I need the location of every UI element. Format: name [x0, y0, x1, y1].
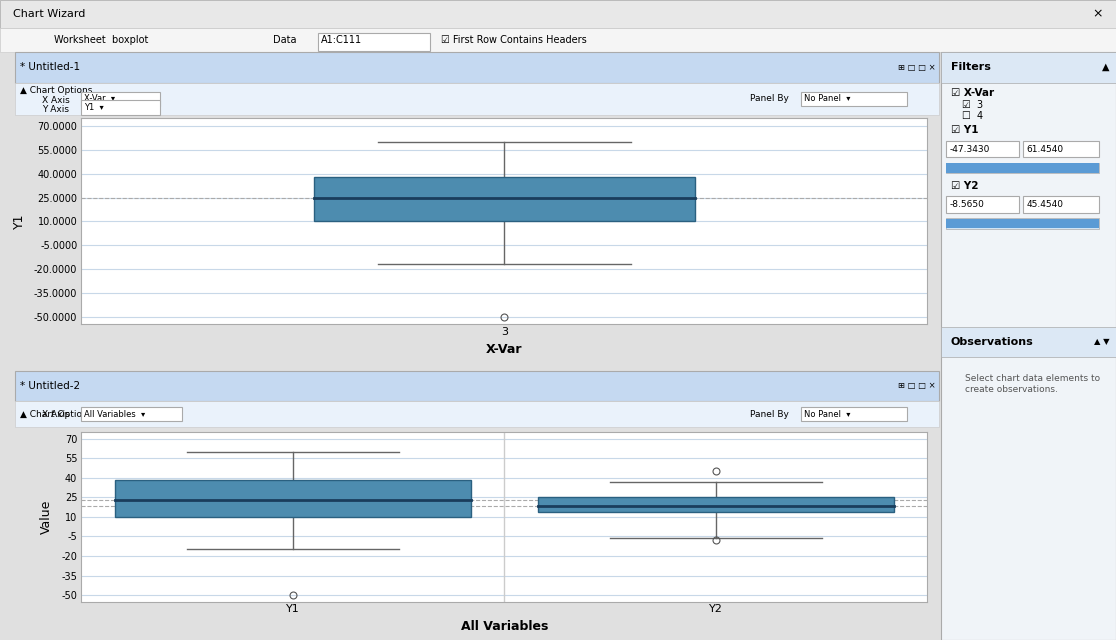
Text: ☑ First Row Contains Headers: ☑ First Row Contains Headers — [441, 35, 587, 45]
Y-axis label: Y1: Y1 — [12, 214, 26, 229]
FancyBboxPatch shape — [941, 52, 1116, 640]
Text: ☑ X-Var: ☑ X-Var — [951, 88, 994, 99]
Text: ☑ Y2: ☑ Y2 — [951, 180, 979, 191]
FancyBboxPatch shape — [81, 407, 182, 421]
Text: X Axis: X Axis — [42, 410, 70, 419]
FancyBboxPatch shape — [15, 83, 939, 115]
X-axis label: All Variables: All Variables — [461, 620, 548, 633]
Text: X-Var  ▾: X-Var ▾ — [84, 94, 115, 103]
Text: 61.4540: 61.4540 — [1027, 145, 1064, 154]
Text: All Variables  ▾: All Variables ▾ — [84, 410, 145, 419]
Text: ×: × — [1093, 8, 1103, 20]
FancyBboxPatch shape — [15, 371, 939, 401]
Text: ⊞ □ □ ×: ⊞ □ □ × — [897, 63, 935, 72]
Text: -47.3430: -47.3430 — [950, 145, 990, 154]
FancyBboxPatch shape — [946, 163, 1099, 173]
FancyBboxPatch shape — [946, 219, 1099, 228]
Text: ☑  3: ☑ 3 — [962, 100, 983, 110]
Y-axis label: Value: Value — [40, 500, 54, 534]
Text: Data: Data — [273, 35, 297, 45]
FancyBboxPatch shape — [946, 163, 1099, 173]
Text: ☑ Y1: ☑ Y1 — [951, 125, 979, 135]
Text: Select chart data elements to
create observations.: Select chart data elements to create obs… — [965, 374, 1100, 394]
Text: ☐  4: ☐ 4 — [962, 111, 983, 122]
FancyBboxPatch shape — [946, 196, 1019, 213]
FancyBboxPatch shape — [801, 407, 907, 421]
Text: Panel By: Panel By — [750, 94, 789, 103]
FancyBboxPatch shape — [946, 141, 1019, 157]
Text: A1:C111: A1:C111 — [321, 35, 363, 45]
FancyBboxPatch shape — [0, 28, 1116, 52]
FancyBboxPatch shape — [946, 218, 1099, 229]
Text: Chart Wizard: Chart Wizard — [13, 9, 86, 19]
FancyBboxPatch shape — [15, 401, 939, 427]
FancyBboxPatch shape — [941, 327, 1116, 357]
Text: ▲ Chart Options: ▲ Chart Options — [20, 410, 93, 419]
Bar — [538, 497, 894, 511]
Text: Y1  ▾: Y1 ▾ — [84, 103, 104, 112]
FancyBboxPatch shape — [0, 0, 1116, 28]
Text: 45.4540: 45.4540 — [1027, 200, 1064, 209]
FancyBboxPatch shape — [801, 92, 907, 106]
Text: ▲ ▼: ▲ ▼ — [1094, 337, 1109, 346]
Text: ▲: ▲ — [1101, 62, 1109, 72]
Bar — [314, 177, 695, 221]
FancyBboxPatch shape — [81, 100, 160, 115]
FancyBboxPatch shape — [15, 52, 939, 83]
Text: Worksheet  boxplot: Worksheet boxplot — [54, 35, 148, 45]
Text: No Panel  ▾: No Panel ▾ — [804, 94, 850, 103]
Text: X Axis: X Axis — [42, 96, 70, 105]
FancyBboxPatch shape — [81, 92, 160, 106]
FancyBboxPatch shape — [1023, 141, 1099, 157]
Text: ⊞ □ □ ×: ⊞ □ □ × — [897, 381, 935, 390]
Text: No Panel  ▾: No Panel ▾ — [804, 410, 850, 419]
Text: Y Axis: Y Axis — [42, 105, 69, 114]
Text: Filters: Filters — [951, 62, 991, 72]
Bar — [115, 480, 471, 517]
Text: * Untitled-2: * Untitled-2 — [20, 381, 80, 391]
X-axis label: X-Var: X-Var — [487, 343, 522, 356]
Text: * Untitled-1: * Untitled-1 — [20, 62, 80, 72]
Text: Observations: Observations — [951, 337, 1033, 347]
FancyBboxPatch shape — [1023, 196, 1099, 213]
Text: -8.5650: -8.5650 — [950, 200, 984, 209]
FancyBboxPatch shape — [318, 33, 430, 51]
Text: ▲ Chart Options: ▲ Chart Options — [20, 86, 93, 95]
Text: Panel By: Panel By — [750, 410, 789, 419]
FancyBboxPatch shape — [941, 52, 1116, 83]
